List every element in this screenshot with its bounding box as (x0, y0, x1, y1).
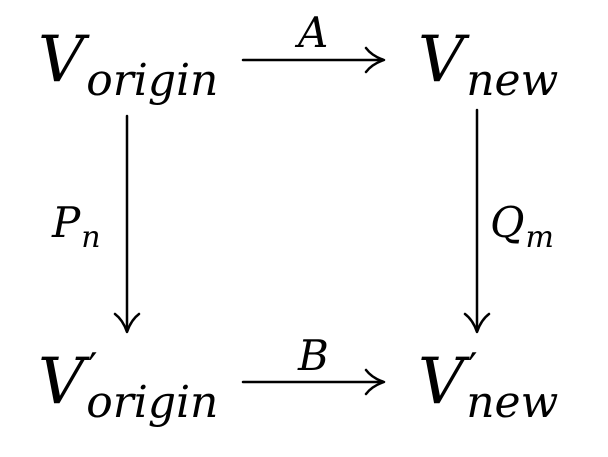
node-subscript: new (466, 377, 559, 428)
label-subscript: n (81, 220, 101, 255)
node-v-prime-origin: V ′ origin (38, 344, 218, 425)
node-symbol: V (418, 345, 465, 419)
arrow-p (113, 114, 141, 334)
arrow-label-b: B (298, 335, 329, 377)
node-v-prime-new: V ′ new (418, 344, 558, 425)
label-subscript: m (525, 220, 554, 255)
arrow-label-p: Pn (52, 202, 101, 253)
arrow-b (241, 368, 386, 396)
arrow-q (463, 108, 491, 334)
node-v-new: Vnew (418, 28, 558, 103)
label-symbol: A (298, 8, 329, 57)
node-prime: ′ (88, 344, 98, 393)
node-subscript: origin (86, 377, 219, 428)
node-symbol: V (38, 23, 85, 97)
arrow-label-q: Qm (490, 202, 554, 253)
node-v-origin: Vorigin (38, 28, 218, 103)
node-prime: ′ (468, 344, 478, 393)
node-symbol: V (418, 23, 465, 97)
label-symbol: Q (490, 198, 525, 247)
node-subscript: new (466, 55, 559, 106)
arrow-label-a: A (298, 12, 328, 54)
node-symbol: V (38, 345, 85, 419)
label-symbol: P (52, 198, 81, 247)
node-subscript: origin (86, 55, 219, 106)
arrow-a (241, 46, 386, 74)
label-symbol: B (298, 331, 329, 380)
